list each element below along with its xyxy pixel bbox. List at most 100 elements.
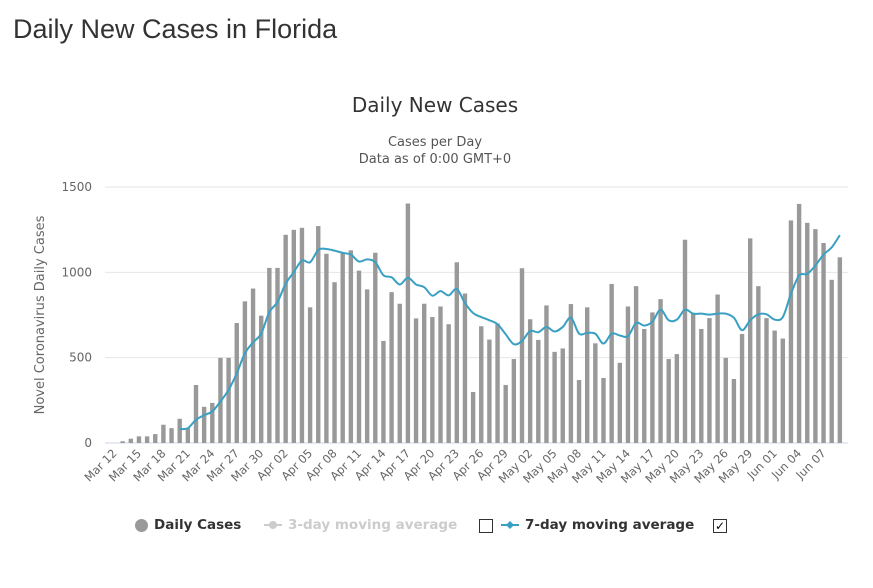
page-title: Daily New Cases in Florida [13,14,338,44]
bar [519,268,525,443]
y-tick-label: 1000 [61,265,92,279]
bar [259,315,264,443]
bar [601,377,606,443]
bar [756,286,761,443]
bar [788,220,794,443]
bar [283,234,288,443]
bar [153,434,158,443]
bar [210,402,215,443]
bar [715,294,720,443]
bar [397,303,402,443]
y-tick-label: 500 [69,351,92,365]
bar [821,242,826,443]
legend-label: 7-day moving average [525,517,695,533]
bar [576,380,582,443]
bar [625,306,631,443]
bar [568,304,574,443]
legend-item-7-day-average[interactable]: 7-day moving average [501,517,694,533]
bar [454,262,459,443]
bar [780,338,785,443]
bar [291,229,296,443]
legend-item-3-day-average[interactable]: 3-day moving average [264,517,457,533]
bar [373,252,378,443]
bar [275,267,280,443]
bar [120,441,125,443]
bar [381,340,386,443]
bar [144,436,150,443]
bar [699,328,704,443]
bar [462,293,468,443]
bar [829,279,834,443]
bar [650,312,655,443]
bar [666,359,671,443]
bar [234,323,239,443]
bar [470,391,476,443]
circle-marker-icon [135,518,148,532]
bar [560,348,565,443]
bar [307,307,313,443]
bar [324,253,329,443]
bar [764,318,769,443]
bar [250,288,256,443]
bar [299,227,305,443]
moving-average-line [179,234,841,431]
legend-item-daily-cases[interactable]: Daily Cases [135,517,241,533]
bar [731,379,737,443]
bar [642,328,647,443]
bar [658,299,663,443]
bar [805,222,810,443]
bar [739,333,745,443]
checkbox-3-day-average[interactable] [479,519,493,533]
bar [201,406,207,443]
bar [185,428,191,443]
bar [438,306,443,443]
checkbox-7-day-average[interactable]: ✓ [713,519,727,533]
bar [128,438,133,443]
bar [723,357,728,443]
bar [511,359,517,443]
bar [593,343,598,443]
bar [487,339,492,443]
bar [316,226,321,443]
bar [527,319,533,443]
chart-title: Daily New Cases [352,93,518,117]
bar [177,418,182,443]
y-tick-label: 0 [84,436,92,450]
bar [503,384,508,443]
bar [422,303,427,443]
bar [242,301,248,443]
bar [609,283,614,443]
bar [633,286,639,443]
bar [226,357,231,443]
bar [479,326,484,443]
bar [552,351,557,443]
legend-label: Daily Cases [154,517,242,533]
bar [348,250,354,443]
bar [674,354,680,443]
bar [544,305,549,443]
bar [161,424,166,443]
bar [813,229,818,443]
line-marker-icon [501,521,519,529]
bar [495,323,500,443]
bar [169,428,174,443]
bar [796,203,802,443]
bar [356,270,362,443]
bar [446,324,451,443]
bar [682,239,688,443]
bar [340,253,345,443]
bar [364,289,370,443]
bar [267,267,272,443]
y-tick-label: 1500 [61,180,92,194]
bar [837,257,843,443]
bar [585,307,590,443]
y-axis-label: Novel Coronavirus Daily Cases [33,215,48,414]
bar [136,436,142,443]
bar [707,318,712,443]
bar [617,362,622,443]
bar [748,238,753,443]
bar [413,318,419,443]
bar [405,203,411,443]
bar [332,282,337,443]
